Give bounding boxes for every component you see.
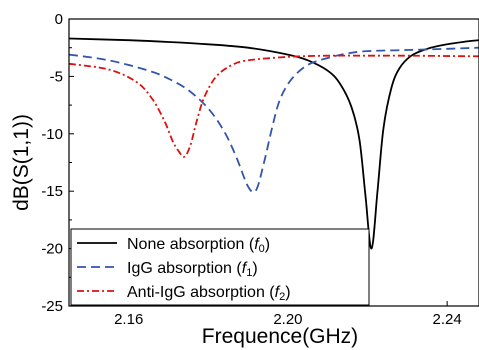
x-tick-label: 2.24 <box>433 311 462 328</box>
y-tick-label: -20 <box>41 241 63 258</box>
y-axis-title: dB(S(1,1)) <box>10 114 33 211</box>
legend-box <box>70 228 370 306</box>
y-tick-label: -25 <box>41 298 63 315</box>
x-tick-label: 2.20 <box>273 311 302 328</box>
axis-layer: 0 -5 -10 -15 -20 -25 2.16 2.20 2.24 <box>41 11 461 328</box>
y-tick-label: 0 <box>55 11 63 28</box>
y-tick-label: -10 <box>41 126 63 143</box>
y-tick-label: -15 <box>41 183 63 200</box>
series-line-1 <box>68 37 479 250</box>
legend-label-3: Anti-IgG absorption (f2) <box>127 284 291 303</box>
legend-label-2: IgG absorption (f1) <box>127 260 258 279</box>
legend-label-1: None absorption (f0) <box>127 236 270 255</box>
series-line-3 <box>68 54 479 158</box>
series-line-2 <box>68 46 479 194</box>
series-layer <box>68 37 479 250</box>
x-tick-label: 2.16 <box>114 311 143 328</box>
x-axis-title: Frequence(GHz) <box>202 325 358 348</box>
y-tick-label: -5 <box>50 68 63 85</box>
legend: None absorption (f0) IgG absorption (f1) A… <box>70 228 370 306</box>
